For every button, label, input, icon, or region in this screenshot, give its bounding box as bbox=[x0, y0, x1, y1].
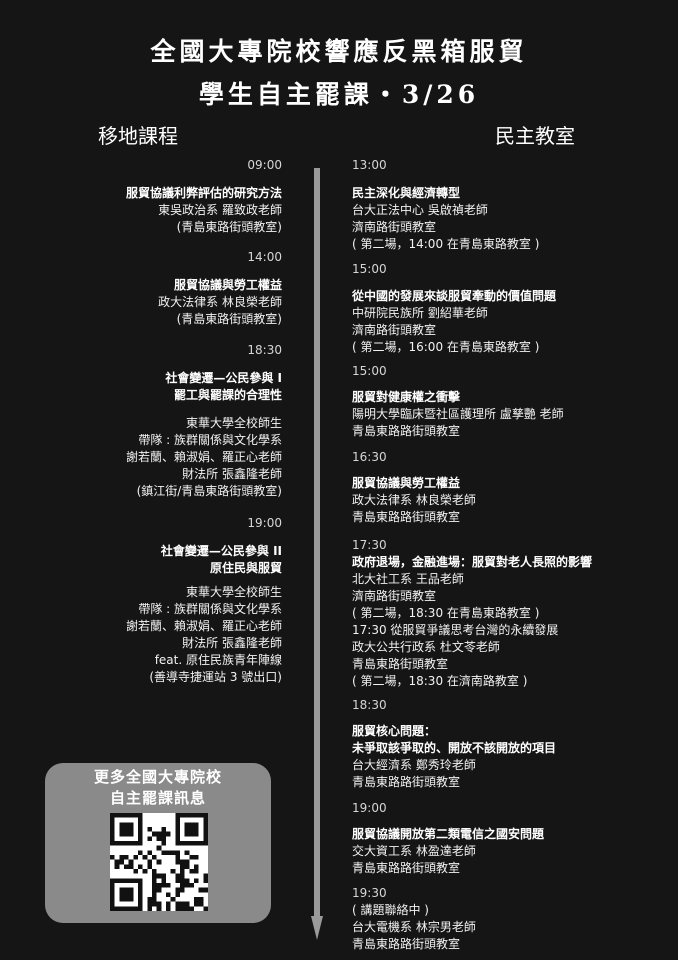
session-detail: 濟南路街頭教室 bbox=[352, 589, 437, 603]
session-title: 服貿協議開放第二類電信之國安問題 bbox=[352, 827, 545, 841]
session-detail: 北大社工系 王品老師 bbox=[352, 572, 464, 586]
session-detail: (善導寺捷運站 3 號出口) bbox=[149, 670, 282, 684]
qr-code-image[interactable] bbox=[110, 813, 208, 911]
right-session: 政府退場，金融進場：服貿對老人長照的影響 北大社工系 王品老師 濟南路街頭教室 ( 第… bbox=[352, 554, 672, 690]
session-detail: 謝若蘭、賴淑娟、羅正心老師 bbox=[125, 450, 282, 464]
session-detail: feat. 原住民族青年陣線 bbox=[154, 653, 282, 667]
session-title: 服貿核心問題： bbox=[352, 724, 437, 738]
right-time-slot: 13:00 bbox=[352, 158, 387, 172]
session-title: 罷工與罷課的合理性 bbox=[173, 388, 282, 402]
left-time-slot: 14:00 bbox=[247, 250, 282, 264]
session-detail: (青島東路街頭教室) bbox=[176, 312, 282, 326]
session-detail: 濟南路街頭教室 bbox=[352, 220, 437, 234]
right-time-slot: 18:30 bbox=[352, 698, 387, 712]
session-detail: 青島東路路街頭教室 bbox=[352, 510, 461, 524]
session-detail: 政大法律系 林良榮老師 bbox=[352, 493, 476, 507]
left-time-slot: 19:00 bbox=[247, 516, 282, 530]
session-detail: 17:30 從服貿爭議思考台灣的永續發展 bbox=[352, 623, 559, 637]
right-session: 服貿核心問題： 未爭取該爭取的、開放不該開放的項目 台大經濟系 鄭秀玲老師 青島東路路… bbox=[352, 723, 672, 791]
right-session: 服貿協議與勞工權益政大法律系 林良榮老師 青島東路路街頭教室 bbox=[352, 475, 672, 526]
left-session: 服貿協議與勞工權益政大法律系 林良榮老師 (青島東路街頭教室) bbox=[40, 277, 282, 328]
timeline-arrow bbox=[311, 168, 323, 940]
session-title: 服貿協議與勞工權益 bbox=[173, 278, 282, 292]
session-detail: 台大正法中心 吳啟禎老師 bbox=[352, 203, 488, 217]
session-title: 從中國的發展來談服貿牽動的價值問題 bbox=[352, 289, 557, 303]
session-detail: 青島東路路街頭教室 bbox=[352, 861, 461, 875]
session-detail: 青島東路路街頭教室 bbox=[352, 424, 461, 438]
left-session: 服貿協議利弊評估的研究方法東吳政治系 羅致政老師 (青島東路街頭教室) bbox=[40, 185, 282, 236]
session-detail: 青島東路路街頭教室 bbox=[352, 775, 461, 789]
session-title: 服貿協議利弊評估的研究方法 bbox=[125, 186, 282, 200]
session-detail: 財法所 張鑫隆老師 bbox=[182, 467, 282, 481]
session-detail: 東華大學全校師生 bbox=[185, 585, 282, 599]
qr-info-box: 更多全國大專院校 自主罷課訊息 bbox=[45, 763, 271, 923]
session-detail: 青島東路路街頭教室 bbox=[352, 937, 461, 951]
left-time-slot: 18:30 bbox=[247, 343, 282, 357]
session-detail: ( 第二場，18:30 在濟南路教室 ) bbox=[352, 674, 528, 688]
right-session: 服貿對健康權之衝擊陽明大學臨床暨社區護理所 盧孳艷 老師 青島東路路街頭教室 bbox=[352, 389, 672, 440]
session-title: 服貿協議與勞工權益 bbox=[352, 476, 461, 490]
left-session: 東華大學全校師生帶隊 : 族群關係與文化學系謝若蘭、賴淑娟、羅正心老師財法所 張… bbox=[40, 584, 282, 686]
right-session: 從中國的發展來談服貿牽動的價值問題 中研院民族所 劉紹華老師 濟南路街頭教室 ( 第二… bbox=[352, 288, 672, 356]
session-detail: 東華大學全校師生 bbox=[185, 416, 282, 430]
poster-title-line1: 全國大專院校響應反黑箱服貿 bbox=[150, 37, 528, 66]
qr-title-line2: 自主罷課訊息 bbox=[109, 789, 206, 807]
session-detail: (鎮江街/青島東路街頭教室) bbox=[136, 484, 282, 498]
session-title: 原住民與服貿 bbox=[209, 561, 282, 575]
session-detail: 帶隊 : 族群關係與文化學系 bbox=[138, 433, 282, 447]
left-session: 社會變遷—公民參與 II 原住民與服貿 bbox=[40, 543, 282, 577]
session-detail: 帶隊 : 族群關係與文化學系 bbox=[138, 602, 282, 616]
session-title: 政府退場，金融進場：服貿對老人長照的影響 bbox=[352, 555, 593, 569]
session-detail: ( 講題聯絡中 ) bbox=[352, 903, 429, 917]
session-detail: 中研院民族所 劉紹華老師 bbox=[352, 306, 488, 320]
session-title: 社會變遷—公民參與 I bbox=[165, 371, 282, 385]
right-session: 服貿協議開放第二類電信之國安問題 交大資工系 林盈達老師 青島東路路街頭教室 bbox=[352, 826, 672, 877]
right-session: ( 講題聯絡中 ) 台大電機系 林宗男老師 青島東路路街頭教室 bbox=[352, 902, 672, 953]
session-detail: 政大法律系 林良榮老師 bbox=[158, 295, 282, 309]
session-title: 社會變遷—公民參與 II bbox=[160, 544, 282, 558]
qr-title: 更多全國大專院校 自主罷課訊息 bbox=[45, 767, 271, 809]
qr-title-line1: 更多全國大專院校 bbox=[93, 768, 222, 786]
right-time-slot: 15:00 bbox=[352, 364, 387, 378]
right-time-slot: 15:00 bbox=[352, 262, 387, 276]
session-title: 民主深化與經濟轉型 bbox=[352, 186, 461, 200]
session-detail: 政大公共行政系 杜文苓老師 bbox=[352, 640, 500, 654]
session-title: 未爭取該爭取的、開放不該開放的項目 bbox=[352, 741, 557, 755]
session-detail: 謝若蘭、賴淑娟、羅正心老師 bbox=[125, 619, 282, 633]
session-detail: ( 第二場，18:30 在青島東路教室 ) bbox=[352, 606, 540, 620]
session-detail: 台大電機系 林宗男老師 bbox=[352, 920, 476, 934]
right-time-slot: 19:00 bbox=[352, 801, 387, 815]
right-column-heading: 民主教室 bbox=[495, 124, 575, 148]
session-detail: 東吳政治系 羅致政老師 bbox=[158, 203, 282, 217]
session-detail: 財法所 張鑫隆老師 bbox=[182, 636, 282, 650]
left-column-heading: 移地課程 bbox=[98, 124, 178, 148]
left-time-slot: 09:00 bbox=[247, 158, 282, 172]
right-time-slot: 16:30 bbox=[352, 450, 387, 464]
session-detail: ( 第二場，16:00 在青島東路教室 ) bbox=[352, 340, 540, 354]
right-time-slot: 17:30 bbox=[352, 538, 387, 552]
session-detail: 青島東路街頭教室 bbox=[352, 657, 449, 671]
session-detail: 濟南路街頭教室 bbox=[352, 323, 437, 337]
session-title: 服貿對健康權之衝擊 bbox=[352, 390, 461, 404]
session-detail: 陽明大學臨床暨社區護理所 盧孳艷 老師 bbox=[352, 407, 564, 421]
session-detail: ( 第二場，14:00 在青島東路教室 ) bbox=[352, 237, 540, 251]
session-detail: 交大資工系 林盈達老師 bbox=[352, 844, 476, 858]
poster-title-line2: 學生自主罷課・3/26 bbox=[198, 80, 480, 109]
left-session: 東華大學全校師生帶隊 : 族群關係與文化學系謝若蘭、賴淑娟、羅正心老師財法所 張… bbox=[40, 415, 282, 500]
left-session: 社會變遷—公民參與 I 罷工與罷課的合理性 bbox=[40, 370, 282, 404]
session-detail: 台大經濟系 鄭秀玲老師 bbox=[352, 758, 476, 772]
right-time-slot: 19:30 bbox=[352, 886, 387, 900]
session-detail: (青島東路街頭教室) bbox=[176, 220, 282, 234]
right-session: 民主深化與經濟轉型台大正法中心 吳啟禎老師 濟南路街頭教室 ( 第二場，14:00 … bbox=[352, 185, 672, 253]
